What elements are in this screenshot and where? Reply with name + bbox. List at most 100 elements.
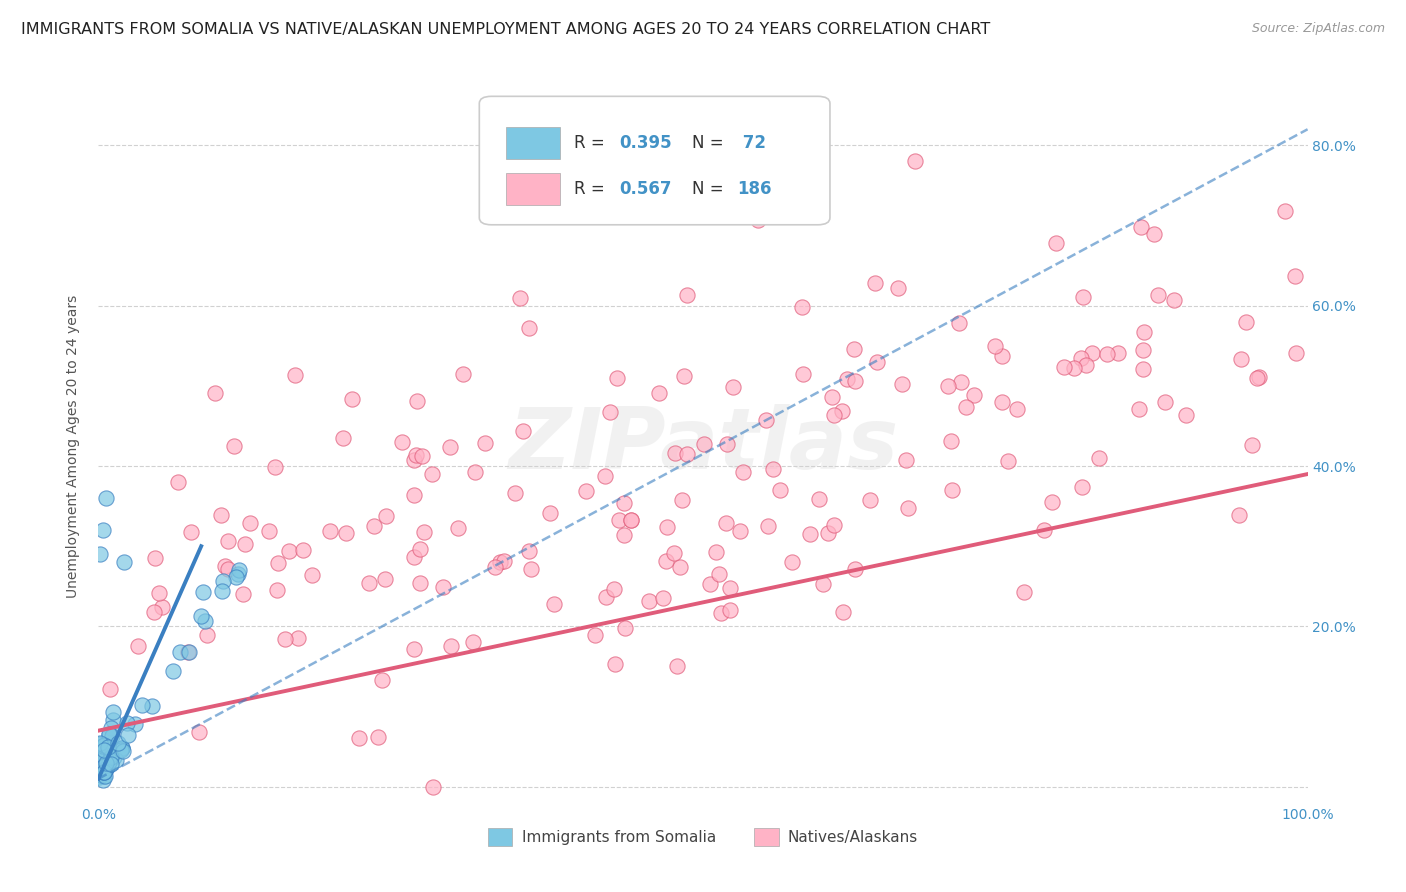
Point [363, 519, 385, 533]
Point [950, 375, 973, 389]
Point [519, 320, 541, 334]
Point [728, 524, 751, 539]
Point [91, 764, 114, 779]
Point [131, 698, 153, 712]
Point [212, 574, 235, 589]
Point [411, 449, 433, 463]
Point [1080, 346, 1102, 360]
Point [1088, 450, 1111, 465]
Point [463, 635, 485, 649]
Point [837, 371, 859, 385]
Point [1154, 395, 1177, 409]
Point [699, 576, 721, 591]
Point [402, 487, 425, 501]
Point [103, 750, 125, 764]
Point [217, 534, 239, 549]
Point [762, 462, 785, 476]
Point [94, 754, 117, 768]
Point [318, 524, 340, 538]
Point [1042, 495, 1064, 509]
Point [808, 491, 831, 506]
Point [638, 594, 661, 608]
Point [287, 631, 309, 645]
Point [451, 367, 474, 381]
Point [257, 524, 280, 538]
Point [232, 587, 254, 601]
Point [439, 440, 461, 454]
Point [675, 288, 697, 302]
Point [595, 590, 617, 604]
Point [613, 621, 636, 635]
Point [93, 759, 115, 773]
Point [93, 764, 115, 779]
Point [404, 452, 426, 467]
Point [844, 562, 866, 576]
Point [169, 645, 191, 659]
Point [718, 603, 741, 617]
Point [811, 577, 834, 591]
Point [613, 496, 636, 510]
Point [143, 551, 166, 566]
Point [941, 483, 963, 497]
Bar [506, 173, 561, 205]
Point [817, 526, 839, 541]
Point [831, 404, 853, 418]
Point [89, 770, 111, 784]
Point [91, 757, 114, 772]
Point [756, 518, 779, 533]
Point [1052, 359, 1074, 374]
Point [162, 664, 184, 678]
Point [655, 520, 678, 534]
Text: 186: 186 [737, 180, 772, 198]
Point [291, 543, 314, 558]
Point [823, 517, 845, 532]
Point [267, 556, 290, 570]
Point [347, 731, 370, 746]
Point [335, 525, 357, 540]
Point [583, 628, 606, 642]
Point [93, 769, 115, 783]
Point [124, 716, 146, 731]
Point [422, 780, 444, 794]
Point [96, 759, 118, 773]
Point [90, 766, 112, 780]
Point [277, 544, 299, 558]
Text: Source: ZipAtlas.com: Source: ZipAtlas.com [1251, 22, 1385, 36]
Point [1174, 408, 1197, 422]
Point [402, 549, 425, 564]
Point [91, 739, 114, 753]
Point [662, 546, 685, 560]
Point [718, 581, 741, 595]
Point [824, 408, 846, 422]
Point [1285, 345, 1308, 359]
Point [1063, 361, 1085, 376]
Point [714, 516, 737, 530]
Point [665, 658, 688, 673]
Point [831, 605, 853, 619]
Point [111, 741, 134, 756]
Point [620, 513, 643, 527]
Point [188, 725, 211, 739]
Point [97, 740, 120, 755]
Point [676, 446, 699, 460]
Point [492, 554, 515, 568]
Point [593, 468, 616, 483]
Point [91, 754, 114, 768]
Point [101, 713, 124, 727]
Point [239, 516, 262, 530]
Text: N =: N = [692, 134, 728, 152]
Point [1247, 369, 1270, 384]
Point [143, 605, 166, 619]
Point [509, 291, 531, 305]
Point [100, 721, 122, 735]
Point [648, 385, 671, 400]
Point [799, 526, 821, 541]
Point [420, 467, 443, 481]
Point [91, 772, 114, 787]
Point [844, 374, 866, 388]
Point [98, 727, 121, 741]
Point [1229, 351, 1251, 366]
Point [94, 741, 117, 756]
Point [374, 572, 396, 586]
Point [179, 645, 201, 659]
